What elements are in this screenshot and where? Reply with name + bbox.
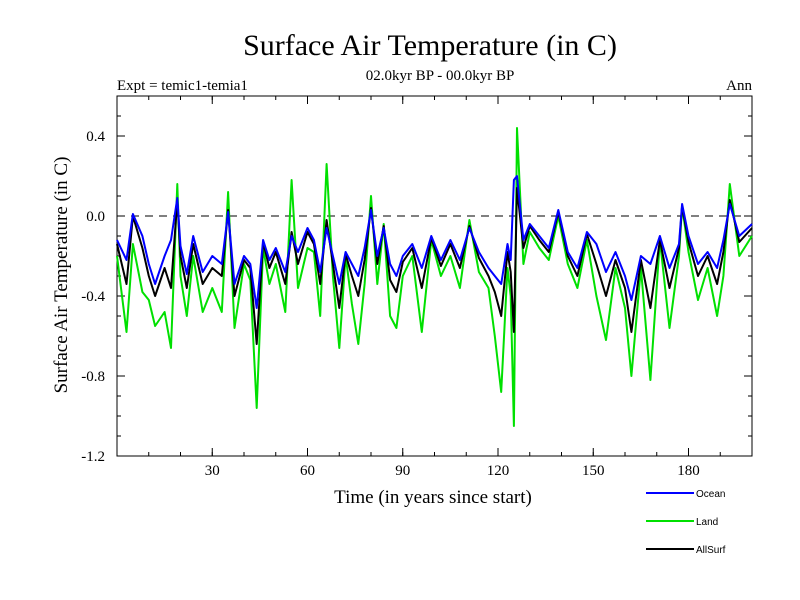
y-tick-label: 0.0	[86, 209, 105, 225]
series-line-land	[116, 127, 753, 427]
series-line-allsurf	[116, 187, 753, 345]
chart-title: Surface Air Temperature (in C)	[243, 29, 617, 62]
x-tick-label: 60	[300, 463, 315, 479]
x-tick-label: 90	[395, 463, 410, 479]
y-tick-label: 0.4	[86, 129, 105, 145]
x-tick-label: 120	[487, 463, 510, 479]
season-label: Ann	[726, 78, 752, 94]
x-axis-label: Time (in years since start)	[334, 487, 532, 508]
legend-label-ocean: Ocean	[696, 489, 725, 500]
legend: Ocean Land AllSurf	[646, 489, 726, 556]
x-tick-label: 150	[582, 463, 605, 479]
y-tick-label: -0.4	[81, 289, 105, 305]
series-line-ocean	[116, 175, 753, 309]
y-tick-label: -0.8	[81, 369, 105, 385]
legend-label-allsurf: AllSurf	[696, 545, 726, 556]
y-tick-label: -1.2	[81, 449, 105, 465]
y-axis-label: Surface Air Temperature (in C)	[51, 157, 72, 394]
x-tick-label: 180	[677, 463, 700, 479]
legend-label-land: Land	[696, 517, 718, 528]
experiment-label: Expt = temic1-temia1	[117, 78, 248, 94]
x-tick-label: 30	[205, 463, 220, 479]
chart-subtitle: 02.0kyr BP - 00.0kyr BP	[366, 68, 515, 84]
plot-area: 30 60 90 120 150 180 -1.2 -0.8 -0.4 0.0 0.4	[81, 95, 753, 479]
